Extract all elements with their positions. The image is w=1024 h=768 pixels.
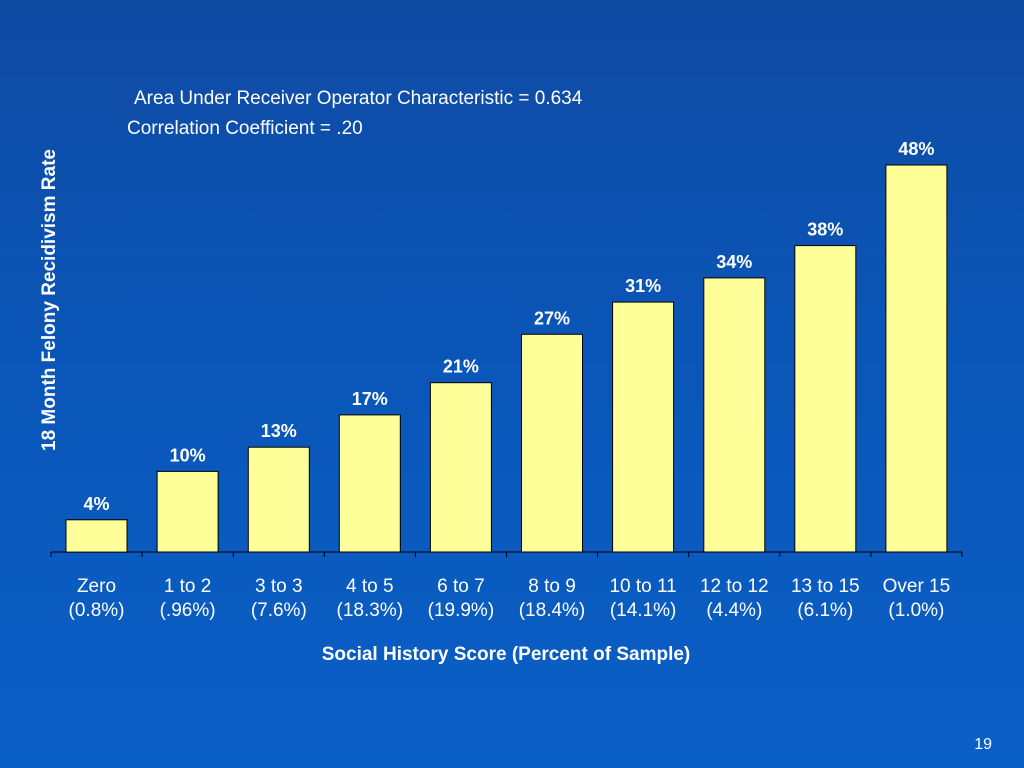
x-tick-label: 10 to 11 (609, 576, 676, 597)
bar (65, 519, 128, 553)
data-label: 21% (443, 357, 479, 377)
x-tick-sublabel: (0.8%) (69, 600, 125, 621)
x-tick-sublabel: (.96%) (160, 600, 216, 621)
x-tick-label: 6 to 7 (437, 576, 485, 597)
bar (247, 446, 310, 553)
bar (703, 277, 766, 553)
x-tick-label: 1 to 2 (164, 576, 212, 597)
bar (612, 301, 675, 553)
bar (156, 470, 219, 553)
x-tick-sublabel: (14.1%) (610, 600, 677, 621)
x-tick-sublabel: (1.0%) (888, 600, 944, 621)
x-tick-sublabel: (7.6%) (251, 600, 307, 621)
x-tick-sublabel: (18.4%) (519, 600, 586, 621)
data-label: 17% (352, 389, 388, 409)
data-label: 48% (898, 139, 934, 159)
data-label: 27% (534, 308, 570, 328)
bar (429, 382, 492, 553)
x-tick-label: Over 15 (883, 576, 951, 597)
data-label: 4% (83, 494, 109, 514)
bar (338, 414, 401, 553)
data-label: 31% (625, 276, 661, 296)
x-tick-label: Zero (77, 576, 116, 597)
data-label: 13% (261, 421, 297, 441)
x-tick-label: 12 to 12 (700, 576, 769, 597)
x-tick-sublabel: (6.1%) (797, 600, 853, 621)
x-tick-label: 4 to 5 (346, 576, 394, 597)
bar (794, 245, 857, 553)
x-tick-sublabel: (4.4%) (706, 600, 762, 621)
x-tick-label: 3 to 3 (255, 576, 303, 597)
auc-annotation: Area Under Receiver Operator Characteris… (134, 88, 583, 109)
data-label: 10% (170, 445, 206, 465)
bar-chart: 4% Zero (0.8%) 10% 1 to 2 (.96%) 13% 3 to 3 (7.6… (50, 139, 963, 621)
page-number: 19 (974, 736, 992, 753)
bar (885, 164, 948, 553)
x-tick-label: 13 to 15 (791, 576, 860, 597)
data-label: 34% (716, 252, 752, 272)
x-tick-sublabel: (18.3%) (337, 600, 404, 621)
data-label: 38% (807, 220, 843, 240)
correlation-annotation: Correlation Coefficient = .20 (127, 118, 363, 139)
bar (521, 333, 583, 553)
x-axis-label: Social History Score (Percent of Sample) (321, 644, 691, 665)
x-tick-label: 8 to 9 (528, 576, 576, 597)
x-tick-sublabel: (19.9%) (428, 600, 495, 621)
